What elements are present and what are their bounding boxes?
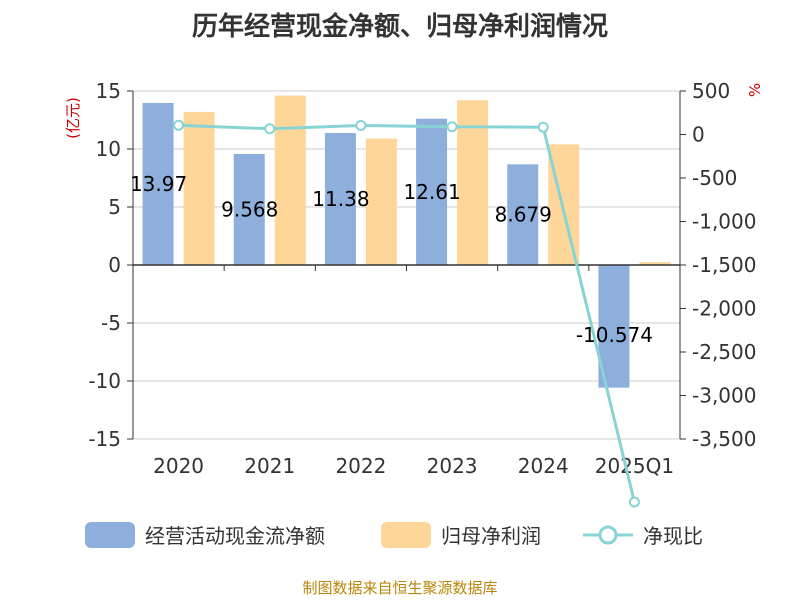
data-label-cashflow: 9.568 [221,198,278,222]
bar-profit [639,262,671,265]
legend-label-cashflow: 经营活动现金流净额 [145,524,325,548]
legend: 经营活动现金流净额 归母净利润 净现比 [85,522,703,548]
x-tick-label: 2021 [244,454,295,478]
data-label-cashflow: 12.61 [403,180,460,204]
right-tick-label: -1,500 [692,253,756,277]
right-tick-label: -500 [692,166,737,190]
x-tick-label: 2023 [427,454,478,478]
source-note: 制图数据来自恒生聚源数据库 [302,579,497,597]
right-axis: 500 0 -500 -1,000 -1,500 -2,000 -2,500 -3,000 -3… [679,79,756,451]
ratio-point [173,119,185,131]
data-labels: 13.97 9.568 11.38 12.61 8.679 -10.574 [130,172,653,347]
right-tick-label: -3,000 [692,384,756,408]
right-axis-unit: % [746,83,764,97]
data-label-cashflow: 13.97 [130,172,187,196]
bars [142,95,671,388]
ratio-point [355,119,367,131]
data-label-cashflow: -10.574 [576,323,653,347]
left-tick-label: -15 [88,427,121,451]
right-tick-label: 0 [692,123,705,147]
bar-cashflow [416,118,448,265]
legend-marker-ratio [598,525,618,545]
ratio-point [537,121,549,133]
ratio-polyline [178,123,636,503]
grid [133,90,680,440]
bar-profit [274,95,306,265]
legend-swatch-profit [381,522,431,548]
right-tick-label: 500 [692,79,730,103]
right-tick-label: -1,000 [692,210,756,234]
left-tick-label: 10 [96,137,121,161]
x-tick-label: 2022 [335,454,386,478]
bar-profit [365,138,397,265]
x-tick-label: 2020 [153,454,204,478]
right-tick-label: -3,500 [692,427,756,451]
bar-profit [457,100,489,265]
ratio-point [264,123,276,135]
bar-cashflow [507,164,539,265]
left-tick-label: -5 [101,311,121,335]
bar-profit [183,111,215,265]
right-tick-label: -2,500 [692,340,756,364]
left-axis: 15 10 5 0 -5 -10 -15 [88,79,134,451]
left-axis-unit: (亿元) [64,97,82,139]
ratio-point [446,121,458,133]
legend-label-ratio: 净现比 [643,524,703,548]
ratio-point [628,496,640,508]
bar-cashflow [233,154,265,265]
data-label-cashflow: 8.679 [495,203,552,227]
bar-cashflow [324,132,356,265]
x-tick-label: 2024 [518,454,569,478]
legend-swatch-cashflow [85,522,135,548]
ratio-line [173,119,640,508]
x-axis: 2020 2021 2022 2023 2024 2025Q1 [132,264,681,478]
bar-cashflow [598,265,630,388]
left-tick-label: 15 [96,79,121,103]
left-tick-label: 0 [108,253,121,277]
bar-cashflow [142,102,174,265]
legend-label-profit: 归母净利润 [441,524,541,548]
left-tick-label: 5 [108,195,121,219]
x-tick-label: 2025Q1 [595,454,674,478]
right-tick-label: -2,000 [692,297,756,321]
chart-title: 历年经营现金净额、归母净利润情况 [192,11,608,42]
data-label-cashflow: 11.38 [312,187,369,211]
left-tick-label: -10 [88,369,121,393]
